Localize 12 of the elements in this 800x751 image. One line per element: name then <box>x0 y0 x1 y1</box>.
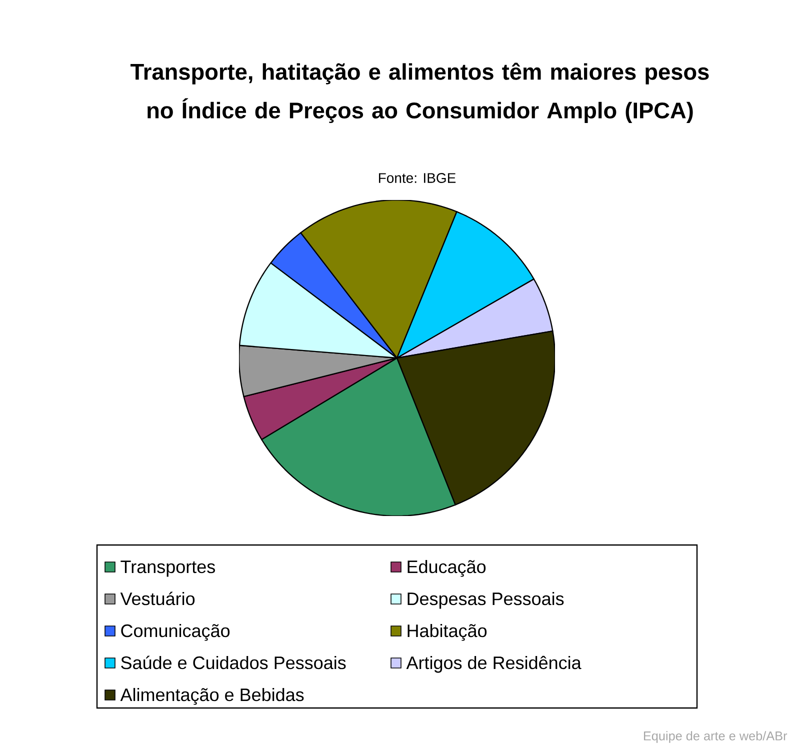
legend-label: Transportes <box>120 560 215 577</box>
chart-title: Transporte, hatitação e alimentos têm maiores pesos no Índice de Preços ao Consumidor Amplo (IPCA) <box>130 62 709 123</box>
source-note: Fonte: IBGE <box>378 173 456 183</box>
legend-label: Artigos de Residência <box>406 656 582 673</box>
legend-label: Despesas Pessoais <box>408 592 564 609</box>
legend-label: Comunicação <box>121 624 230 641</box>
legend-label: Vestuário <box>120 592 195 606</box>
legend-label: Alimentação e Bebidas <box>120 688 304 705</box>
legend-label: Habitação <box>408 624 487 641</box>
legend-label: Educação <box>408 560 486 577</box>
text: Equipe de arte e web/ABr <box>644 731 788 743</box>
legend-label: Saúde e Cuidados Pessoais <box>121 656 346 670</box>
